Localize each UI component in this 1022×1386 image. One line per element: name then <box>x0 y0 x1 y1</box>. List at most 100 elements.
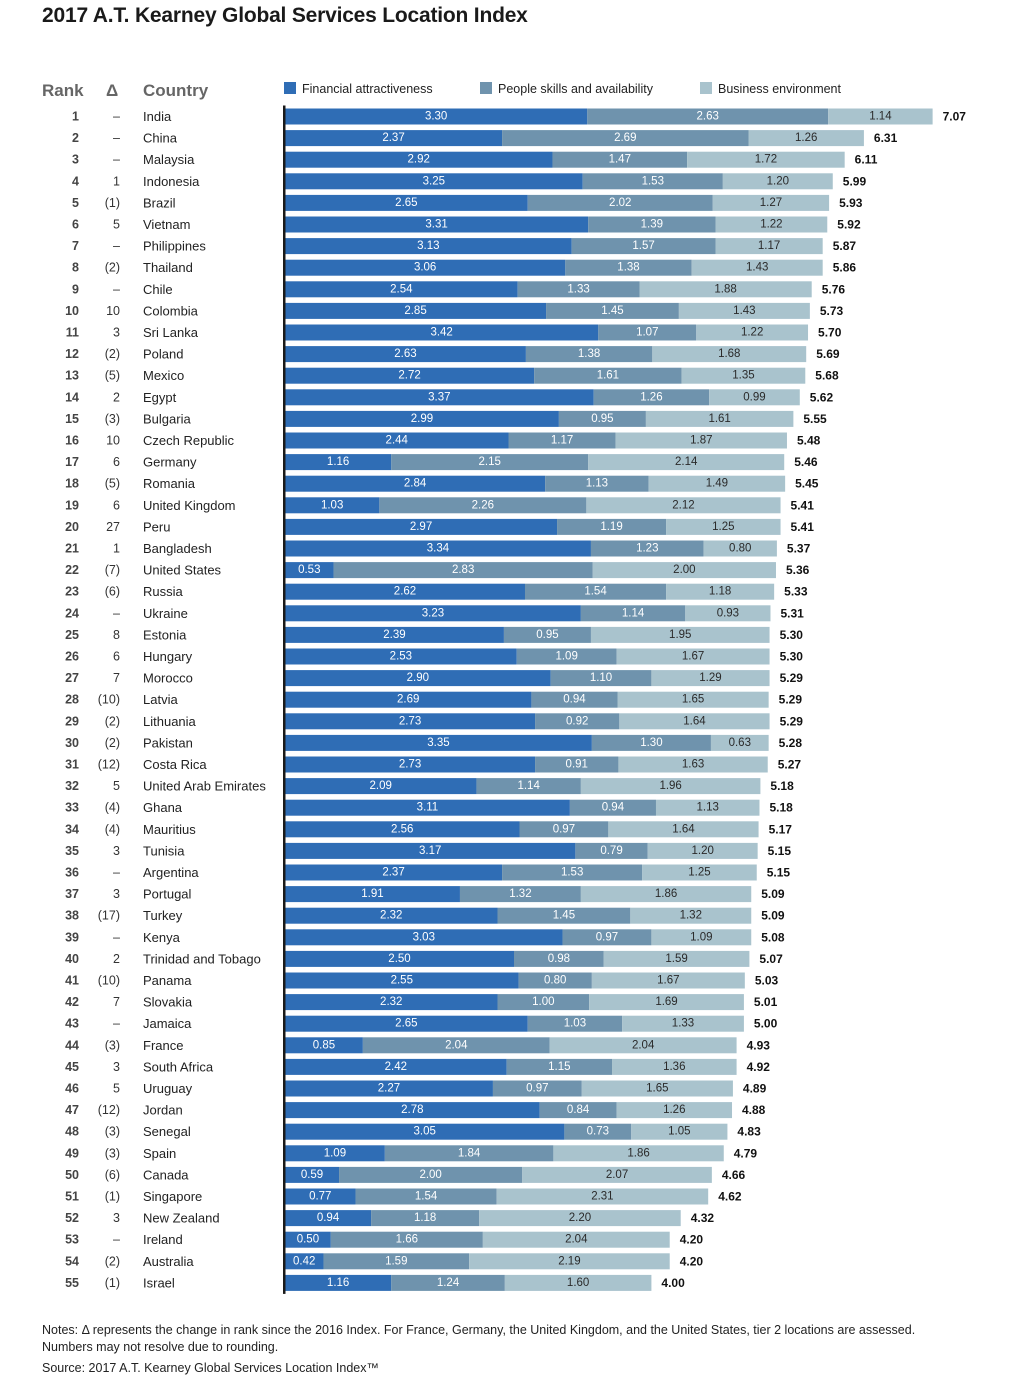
total-label: 5.76 <box>822 282 846 296</box>
bar-business <box>580 886 752 903</box>
bar-financial <box>285 756 536 773</box>
bar-people <box>550 670 652 687</box>
bar-people-label: 1.61 <box>597 370 619 382</box>
bar-people-label: 2.69 <box>614 132 636 144</box>
bar-business <box>710 734 769 751</box>
bar-financial-label: 0.85 <box>313 1039 335 1051</box>
country-label: Bangladesh <box>143 541 212 556</box>
country-label: Jordan <box>143 1103 183 1118</box>
bar-business <box>553 1145 724 1162</box>
bar-people-label: 1.23 <box>636 543 658 555</box>
bar-financial <box>285 734 592 751</box>
bar-people-label: 2.83 <box>452 564 474 576</box>
bar-financial <box>285 1145 385 1162</box>
bar-financial <box>285 799 570 816</box>
delta-label: (3) <box>105 1038 120 1052</box>
country-label: Mexico <box>143 368 184 383</box>
rank-label: 35 <box>65 844 79 858</box>
rank-label: 55 <box>65 1276 79 1290</box>
rank-label: 33 <box>65 801 79 815</box>
total-label: 5.36 <box>786 563 810 577</box>
bar-financial <box>285 432 509 449</box>
country-label: Pakistan <box>143 735 193 750</box>
bar-financial-label: 3.25 <box>423 175 445 187</box>
bar-business-label: 2.00 <box>673 564 695 576</box>
bar-business-label: 1.32 <box>680 910 702 922</box>
bar-business <box>616 648 770 665</box>
bar-business-label: 1.64 <box>672 823 695 835</box>
total-label: 6.11 <box>855 153 878 167</box>
rank-label: 46 <box>65 1082 79 1096</box>
total-label: 5.92 <box>837 218 861 232</box>
total-label: 5.17 <box>769 822 793 836</box>
bar-people-label: 1.14 <box>622 607 645 619</box>
delta-label: 6 <box>113 650 120 664</box>
bar-financial-label: 2.65 <box>395 197 417 209</box>
bar-people-label: 0.97 <box>596 931 618 943</box>
bar-business-label: 1.67 <box>682 651 704 663</box>
total-label: 5.55 <box>803 412 827 426</box>
bar-financial <box>285 497 380 514</box>
rank-label: 23 <box>65 585 79 599</box>
country-label: Canada <box>143 1167 189 1182</box>
bar-business-label: 1.29 <box>699 672 721 684</box>
country-label: Bulgaria <box>143 411 191 426</box>
total-label: 5.37 <box>787 542 811 556</box>
bar-business-label: 1.22 <box>741 327 763 339</box>
total-label: 5.29 <box>780 671 804 685</box>
delta-label: 6 <box>113 498 120 512</box>
bar-people <box>519 821 609 838</box>
delta-header: Δ <box>106 81 119 100</box>
bar-financial-label: 2.37 <box>382 867 404 879</box>
bar-financial-label: 2.09 <box>370 780 392 792</box>
bar-people <box>362 1037 550 1054</box>
bar-people <box>552 151 688 168</box>
bar-financial-label: 2.99 <box>411 413 433 425</box>
rank-label: 42 <box>65 995 79 1009</box>
bar-business <box>504 1274 652 1291</box>
total-label: 4.32 <box>691 1211 715 1225</box>
delta-label: 1 <box>113 542 120 556</box>
bar-business <box>522 1166 712 1183</box>
bar-financial <box>285 1037 363 1054</box>
country-label: Slovakia <box>143 995 193 1010</box>
country-label: India <box>143 109 172 124</box>
bar-people-label: 1.53 <box>561 867 583 879</box>
bar-business <box>655 799 760 816</box>
chart-axis-line <box>283 105 286 1294</box>
bar-business-label: 1.13 <box>697 802 719 814</box>
bar-financial-label: 1.03 <box>321 499 343 511</box>
bar-business-label: 2.04 <box>565 1234 588 1246</box>
bar-business-label: 2.07 <box>606 1169 628 1181</box>
total-label: 4.00 <box>661 1276 685 1290</box>
bar-people <box>518 972 592 989</box>
country-header: Country <box>143 81 209 100</box>
bar-people <box>527 1015 623 1032</box>
bar-business <box>715 216 828 233</box>
bar-financial-label: 2.90 <box>407 672 429 684</box>
rank-label: 37 <box>65 887 79 901</box>
bar-people-label: 0.95 <box>591 413 613 425</box>
rank-label: 50 <box>65 1168 79 1182</box>
delta-label: (1) <box>105 1276 120 1290</box>
bar-people-label: 1.54 <box>415 1191 438 1203</box>
total-label: 5.86 <box>833 261 857 275</box>
bar-people <box>503 626 591 643</box>
country-label: Turkey <box>143 908 183 923</box>
bar-business <box>722 173 833 190</box>
bar-people-label: 1.45 <box>601 305 623 317</box>
country-label: Estonia <box>143 627 187 642</box>
bar-business <box>616 1102 733 1119</box>
country-label: Ukraine <box>143 606 188 621</box>
bar-people-label: 0.97 <box>526 1083 548 1095</box>
bar-financial-label: 2.55 <box>391 975 413 987</box>
bar-people-label: 2.02 <box>609 197 631 209</box>
bar-people-label: 1.07 <box>636 327 658 339</box>
bar-financial <box>285 1188 356 1205</box>
country-label: United States <box>143 563 222 578</box>
delta-label: – <box>113 131 120 145</box>
country-label: Czech Republic <box>143 433 235 448</box>
bar-financial <box>285 648 517 665</box>
total-label: 7.07 <box>943 110 967 124</box>
bar-financial <box>285 367 535 384</box>
